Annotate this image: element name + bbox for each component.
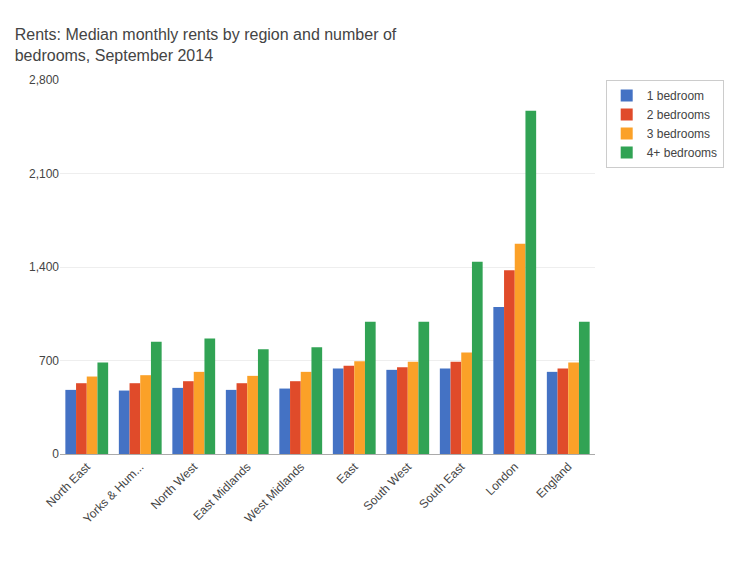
- svg-text:1,400: 1,400: [29, 260, 59, 274]
- svg-text:North East: North East: [43, 459, 93, 509]
- svg-text:2,100: 2,100: [29, 167, 59, 181]
- svg-text:1 bedroom: 1 bedroom: [647, 89, 704, 103]
- svg-text:London: London: [483, 460, 521, 498]
- svg-text:West Midlands: West Midlands: [242, 460, 307, 525]
- svg-text:2,800: 2,800: [29, 73, 59, 87]
- svg-text:South West: South West: [361, 459, 415, 513]
- svg-text:South East: South East: [416, 459, 468, 511]
- svg-text:North West: North West: [148, 459, 201, 512]
- svg-text:East: East: [334, 459, 361, 486]
- svg-text:Rents: Median monthly rents by: Rents: Median monthly rents by region an…: [15, 26, 397, 64]
- svg-text:0: 0: [52, 447, 59, 461]
- svg-text:England: England: [534, 460, 575, 501]
- svg-text:4+ bedrooms: 4+ bedrooms: [647, 146, 717, 160]
- svg-text:East Midlands: East Midlands: [190, 460, 253, 523]
- svg-text:700: 700: [39, 354, 59, 368]
- svg-text:Yorks & Hum...: Yorks & Hum...: [80, 460, 146, 526]
- svg-text:3 bedrooms: 3 bedrooms: [647, 127, 710, 141]
- svg-text:2 bedrooms: 2 bedrooms: [647, 108, 710, 122]
